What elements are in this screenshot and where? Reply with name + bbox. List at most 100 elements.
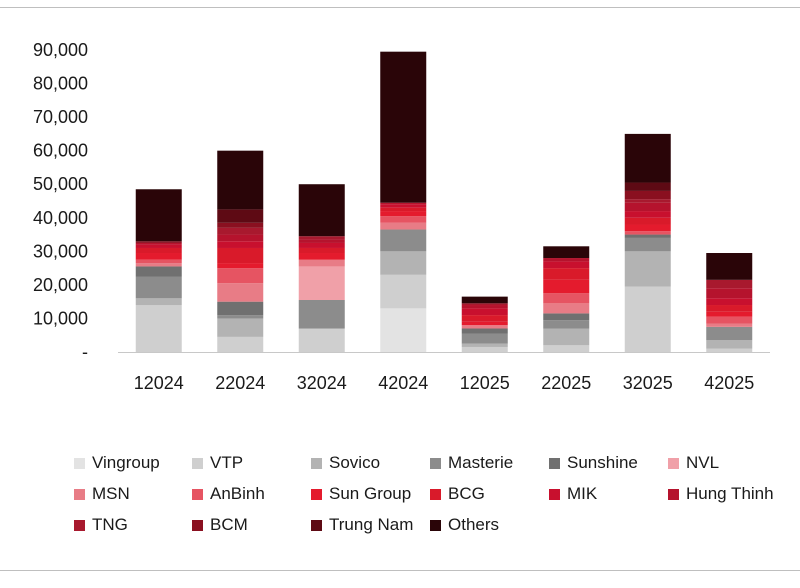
bar-segment-sovico xyxy=(624,251,671,287)
bar-segment-masterie xyxy=(135,276,182,299)
legend-item: MIK xyxy=(549,483,597,505)
bar-segment-others xyxy=(380,51,427,203)
legend-label: Masterie xyxy=(448,453,514,472)
bar-segment-tng xyxy=(461,303,508,306)
y-tick-label: 50,000 xyxy=(33,174,88,194)
y-tick-label: 90,000 xyxy=(33,40,88,60)
bar-segment-bcm xyxy=(217,222,264,228)
bar-segment-others xyxy=(543,246,590,259)
x-tick-label: 42024 xyxy=(378,373,428,393)
y-tick-label: 60,000 xyxy=(33,141,88,161)
legend-item: Masterie xyxy=(430,452,513,474)
bar-segment-vtp xyxy=(135,305,182,352)
legend-swatch xyxy=(192,488,203,500)
bar-segment-sun-group xyxy=(624,224,671,232)
legend-swatch xyxy=(192,457,203,469)
legend-item: VTP xyxy=(192,452,243,474)
bar-segment-sun-group xyxy=(298,253,345,260)
legend-label: Sun Group xyxy=(329,484,412,503)
bar-segment-msn xyxy=(543,303,590,314)
bar-segment-vingroup xyxy=(380,308,427,352)
bar-segment-bcg xyxy=(217,247,264,264)
bar-segment-trung-nam xyxy=(217,209,264,223)
x-tick-label: 22024 xyxy=(215,373,265,393)
bar-segment-sun-group xyxy=(217,263,264,269)
bar-segment-bcm xyxy=(135,241,182,243)
x-tick-label: 22025 xyxy=(541,373,591,393)
bar-segment-others xyxy=(217,150,264,210)
legend-swatch xyxy=(549,488,560,500)
bar-segment-sovico xyxy=(380,251,427,275)
legend-swatch xyxy=(311,488,322,500)
legend-label: Sovico xyxy=(329,453,381,472)
y-tick-label: 80,000 xyxy=(33,74,88,94)
bar-segment-masterie xyxy=(380,229,427,252)
bar-segment-tng xyxy=(624,199,671,203)
bar-segment-vtp xyxy=(624,286,671,352)
bar-segment-nvl xyxy=(298,266,345,300)
bar-segment-sun-group xyxy=(135,253,182,260)
legend-item: NVL xyxy=(668,452,719,474)
bar-segment-others xyxy=(461,296,508,304)
bar-segment-vtp xyxy=(380,274,427,309)
legend-label: Vingroup xyxy=(92,453,160,472)
legend-item: MSN xyxy=(74,483,130,505)
bar-segment-others xyxy=(298,184,345,237)
y-tick-label: 70,000 xyxy=(33,107,88,127)
bar-segment-bcg xyxy=(298,247,345,254)
bar-segment-tng xyxy=(706,279,753,289)
bar-segment-bcg xyxy=(135,247,182,254)
bar-segment-masterie xyxy=(706,326,753,341)
bar-segment-masterie xyxy=(461,333,508,344)
bar-segment-masterie xyxy=(624,237,671,252)
legend-item: Sun Group xyxy=(311,483,411,505)
legend-label: NVL xyxy=(686,453,720,472)
legend-item: Others xyxy=(430,514,499,536)
bar-segment-vtp xyxy=(461,346,508,352)
bar-segment-sunshine xyxy=(624,234,671,238)
bar-segment-anbinh xyxy=(135,259,182,264)
legend-swatch xyxy=(430,488,441,500)
bar-segment-anbinh xyxy=(543,293,590,304)
legend-label: Sunshine xyxy=(567,453,638,472)
legend-label: MSN xyxy=(92,484,130,503)
legend-swatch xyxy=(668,488,679,500)
bar-segment-bcg xyxy=(706,305,753,312)
bar-segment-mik xyxy=(217,241,264,248)
legend-label: Hung Thinh xyxy=(686,484,774,503)
bar-segment-sun-group xyxy=(706,311,753,317)
bar-segment-hung-thinh xyxy=(461,305,508,309)
x-tick-label: 32024 xyxy=(297,373,347,393)
bar-segment-sunshine xyxy=(217,301,264,316)
bar-segment-mik xyxy=(706,298,753,306)
legend-swatch xyxy=(430,457,441,469)
bar-segment-hung-thinh xyxy=(624,202,671,212)
legend-item: Trung Nam xyxy=(311,514,413,536)
legend-swatch xyxy=(192,519,203,531)
bar-segment-hung-thinh xyxy=(706,288,753,299)
bar-segment-others xyxy=(135,189,182,242)
bar-segment-others xyxy=(624,133,671,183)
bar-segment-hung-thinh xyxy=(380,202,427,205)
legend-swatch xyxy=(668,457,679,469)
legend-swatch xyxy=(311,457,322,469)
bar-segment-bcg xyxy=(543,268,590,280)
legend-item: Sunshine xyxy=(549,452,638,474)
bar-segment-mik xyxy=(135,244,182,248)
bottom-rule xyxy=(0,570,800,571)
bar-segment-vtp xyxy=(706,348,753,352)
bar-segment-anbinh xyxy=(380,216,427,223)
bar-segment-hung-thinh xyxy=(298,239,345,243)
bar-segment-bcg xyxy=(461,315,508,322)
bar-segment-sunshine xyxy=(543,313,590,321)
bar-segment-msn xyxy=(461,325,508,329)
legend-label: Others xyxy=(448,515,500,534)
bar-segment-bcg xyxy=(624,217,671,225)
legend-swatch xyxy=(74,457,85,469)
bar-segment-hung-thinh xyxy=(217,234,264,242)
bar-segment-sunshine xyxy=(461,328,508,334)
bar-segment-sun-group xyxy=(543,279,590,294)
bar-segment-sovico xyxy=(461,343,508,347)
legend-item: AnBinh xyxy=(192,483,265,505)
bar-segment-vtp xyxy=(298,328,345,352)
